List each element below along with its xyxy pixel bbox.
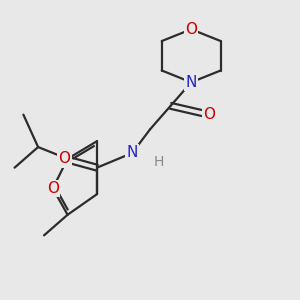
Text: O: O xyxy=(185,22,197,37)
Text: O: O xyxy=(203,107,215,122)
Text: N: N xyxy=(127,146,138,160)
Text: N: N xyxy=(185,75,197,90)
Text: O: O xyxy=(47,181,59,196)
Text: H: H xyxy=(154,155,164,169)
Text: O: O xyxy=(58,151,70,166)
